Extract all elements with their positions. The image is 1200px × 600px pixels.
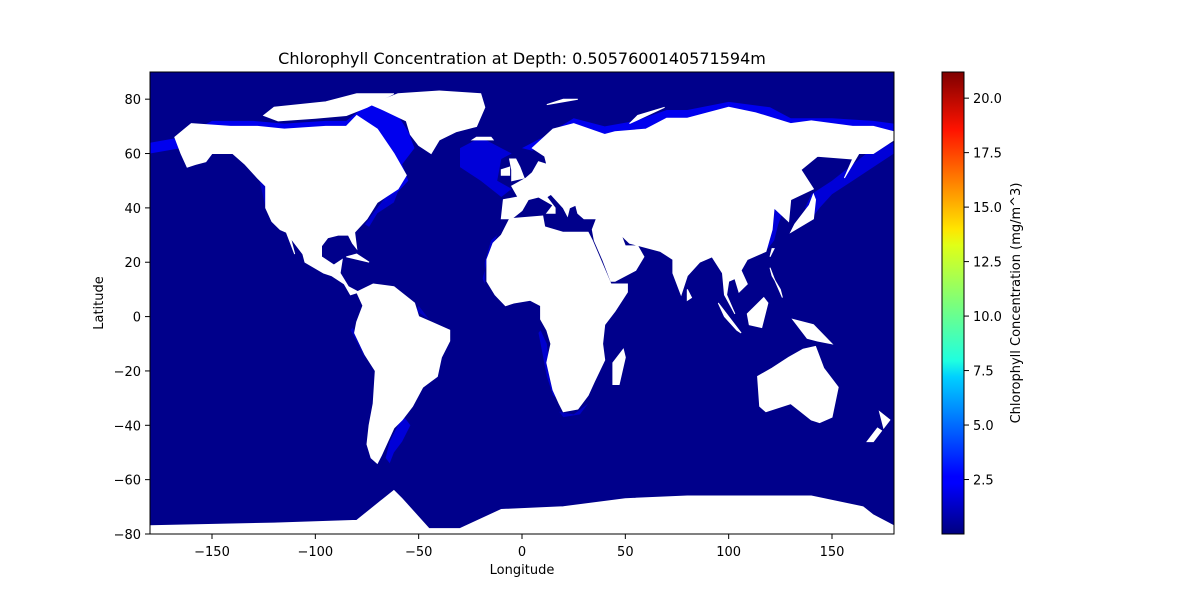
- bloom-north-atlantic-shelf-bloom: [460, 137, 512, 197]
- land-new-zealand-south: [866, 427, 883, 443]
- y-tick-label: −60: [114, 474, 141, 489]
- y-tick-label: 80: [124, 93, 141, 108]
- bloom-nw-pacific-coast-bloom: [247, 161, 270, 214]
- y-tick-label: −20: [114, 365, 141, 380]
- land-cuba: [346, 253, 370, 263]
- land-new-guinea: [791, 318, 834, 345]
- land-north-america: [174, 114, 407, 296]
- colorbar-tick-label: 17.5: [973, 147, 1002, 162]
- land-greenland: [369, 90, 486, 155]
- x-tick-label: 150: [820, 545, 845, 560]
- y-tick-label: −80: [114, 528, 141, 543]
- land-taiwan: [769, 248, 775, 258]
- land-eurasia: [500, 106, 894, 315]
- bloom-north-pacific-rim-bloom: [805, 142, 894, 219]
- bloom-arctic-coast-bloom: [150, 93, 415, 203]
- land-sri-lanka: [686, 289, 693, 302]
- bloom-eurasian-arctic-bloom: [522, 101, 894, 151]
- colorbar-tick-label: 20.0: [973, 92, 1002, 107]
- colorbar-tick-label: 7.5: [973, 365, 994, 380]
- x-tick-label: −100: [297, 545, 333, 560]
- y-tick-label: 20: [124, 256, 141, 271]
- x-tick-label: −150: [194, 545, 230, 560]
- colorbar-tick-label: 12.5: [973, 256, 1002, 271]
- y-tick-label: −40: [114, 419, 141, 434]
- land-mask-layer: [150, 90, 894, 534]
- land-philippines: [769, 267, 783, 298]
- colorbar-label: Chlorophyll Concentration (mg/m^3): [1009, 183, 1024, 424]
- x-axis: −150 −100 −50 0 50 100 150: [194, 534, 844, 560]
- land-japan: [789, 192, 817, 234]
- colorbar-frame: [941, 71, 965, 535]
- x-tick-label: 100: [716, 545, 741, 560]
- bloom-patagonian-shelf-bloom: [385, 414, 411, 464]
- y-axis-label: Latitude: [92, 276, 107, 330]
- y-tick-label: 60: [124, 148, 141, 163]
- bloom-gulf-of-maine-bloom: [364, 191, 398, 227]
- land-great-britain: [508, 158, 525, 182]
- colorbar-tick-label: 15.0: [973, 201, 1002, 216]
- x-tick-label: 50: [617, 545, 634, 560]
- colorbar-tick-label: 5.0: [973, 419, 994, 434]
- land-africa: [486, 215, 628, 413]
- land-sumatra: [717, 302, 742, 334]
- colorbar-tick-label: 2.5: [973, 474, 994, 489]
- x-axis-label: Longitude: [490, 563, 555, 578]
- x-tick-label: 0: [518, 545, 526, 560]
- land-iceland: [470, 136, 495, 141]
- land-madagascar: [612, 348, 626, 385]
- land-arctic-islands: [262, 93, 395, 122]
- land-new-zealand-north: [878, 410, 891, 430]
- land-novaya-zemlya: [629, 106, 665, 125]
- bloom-peru-upwelling: [350, 327, 365, 361]
- land-south-america: [354, 283, 451, 465]
- y-tick-label: 0: [133, 311, 141, 326]
- land-svalbard: [546, 98, 578, 106]
- land-australia: [757, 345, 839, 424]
- x-tick-label: −50: [405, 545, 432, 560]
- land-antarctica: [150, 489, 894, 534]
- land-ireland: [500, 166, 511, 176]
- bloom-brazil-coast-bloom: [416, 305, 429, 320]
- colorbar-axis: 2.5 5.0 7.5 10.0 12.5 15.0 17.5 20.0: [964, 92, 1002, 489]
- y-axis: −80 −60 −40 −20 0 20 40 60 80: [114, 93, 150, 543]
- chlorophyll-bloom-layer: [150, 93, 894, 464]
- y-tick-label: 40: [124, 202, 141, 217]
- land-borneo: [746, 296, 769, 329]
- bloom-west-africa-upwelling: [482, 235, 498, 284]
- bloom-southern-africa-bloom: [559, 403, 589, 418]
- colorbar-tick-label: 10.0: [973, 310, 1002, 325]
- chart-title: Chlorophyll Concentration at Depth: 0.50…: [278, 49, 766, 68]
- colorbar-ramp: [942, 72, 964, 534]
